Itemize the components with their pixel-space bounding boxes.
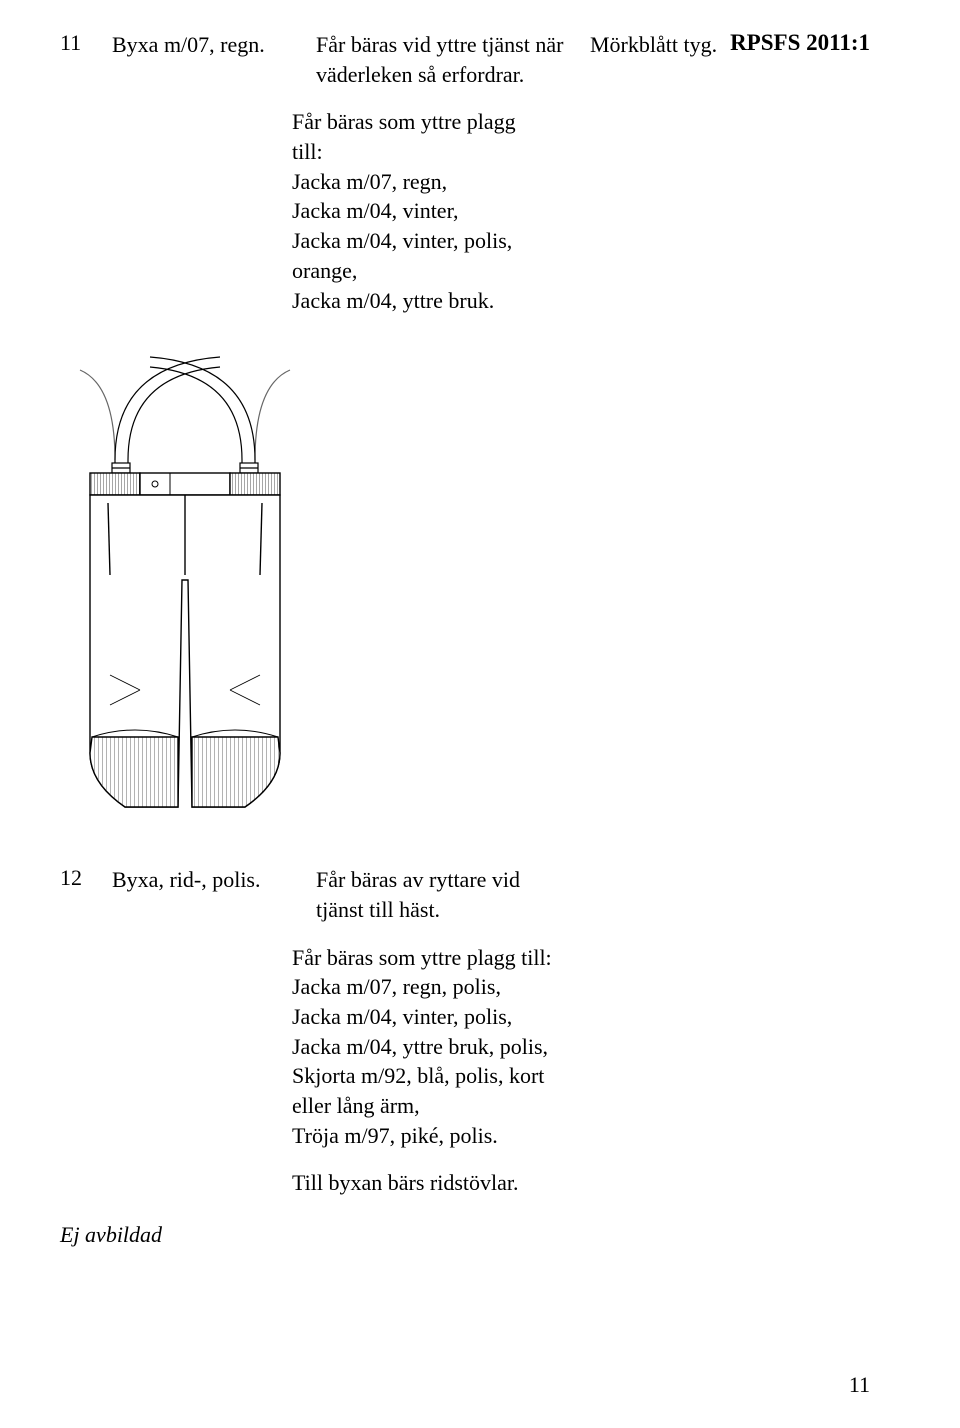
item-11-desc-primary: Får bäras vid yttre tjänst när väderleke…	[316, 30, 566, 89]
item-12-desc-tertiary: Till byxan bärs ridstövlar.	[292, 1168, 562, 1198]
item-12-name: Byxa, rid-, polis.	[112, 865, 292, 895]
ej-avbildad-label: Ej avbildad	[60, 1222, 162, 1248]
page-number: 11	[849, 1372, 870, 1398]
page-container: RPSFS 2011:1 11 Byxa m/07, regn. Får bär…	[0, 0, 960, 1428]
item-12-row: 12 Byxa, rid-, polis. Får bäras av rytta…	[60, 865, 870, 924]
item-11-desc-secondary: Får bäras som yttre plagg till: Jacka m/…	[292, 107, 542, 315]
item-12-section: 12 Byxa, rid-, polis. Får bäras av rytta…	[60, 865, 870, 1198]
trouser-illustration	[70, 345, 300, 825]
item-12-desc-primary: Får bäras av ryttare vid tjänst till häs…	[316, 865, 566, 924]
item-12-desc-secondary: Får bäras som yttre plagg till: Jacka m/…	[292, 943, 562, 1151]
header-reference: RPSFS 2011:1	[730, 30, 870, 56]
item-11-color: Mörkblått tyg.	[590, 30, 750, 60]
item-11-number: 11	[60, 30, 88, 56]
item-11-name: Byxa m/07, regn.	[112, 30, 292, 60]
item-12-number: 12	[60, 865, 88, 891]
